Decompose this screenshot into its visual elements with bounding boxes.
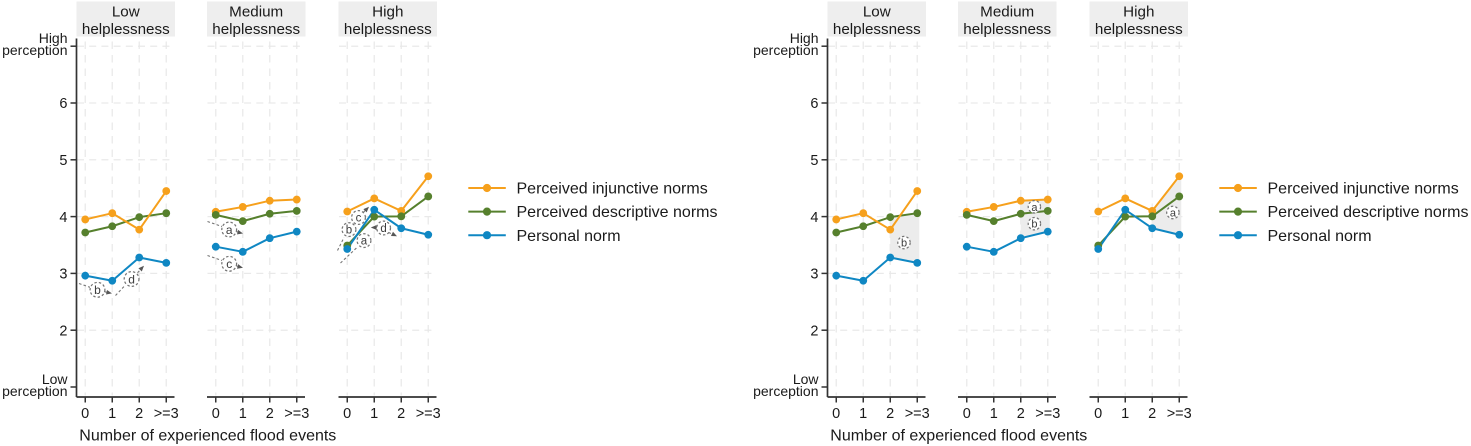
svg-text:High: High bbox=[1123, 4, 1154, 21]
svg-text:Medium: Medium bbox=[229, 4, 283, 21]
svg-text:>=3: >=3 bbox=[1035, 406, 1060, 422]
svg-text:Personal norm: Personal norm bbox=[1268, 228, 1372, 245]
svg-text:>=3: >=3 bbox=[416, 406, 441, 422]
svg-text:b: b bbox=[1031, 219, 1037, 231]
svg-text:Number of experienced flood ev: Number of experienced flood events bbox=[79, 427, 336, 444]
svg-text:2: 2 bbox=[1017, 406, 1025, 422]
svg-text:a: a bbox=[226, 223, 233, 237]
svg-text:Perceived descriptive norms: Perceived descriptive norms bbox=[517, 204, 718, 221]
svg-text:Perceived injunctive norms: Perceived injunctive norms bbox=[1268, 181, 1459, 198]
svg-text:0: 0 bbox=[343, 406, 351, 422]
svg-text:0: 0 bbox=[1094, 406, 1102, 422]
svg-text:helplessness: helplessness bbox=[212, 21, 300, 38]
svg-text:helplessness: helplessness bbox=[82, 21, 170, 38]
svg-text:Personal norm: Personal norm bbox=[517, 228, 621, 245]
svg-text:4: 4 bbox=[59, 210, 67, 226]
svg-text:1: 1 bbox=[370, 406, 378, 422]
svg-text:Low: Low bbox=[42, 371, 69, 387]
svg-text:Number of experienced flood ev: Number of experienced flood events bbox=[830, 427, 1087, 444]
svg-text:a: a bbox=[361, 236, 368, 248]
svg-text:5: 5 bbox=[59, 153, 67, 169]
svg-text:3: 3 bbox=[810, 267, 818, 283]
svg-text:0: 0 bbox=[963, 406, 971, 422]
svg-text:helplessness: helplessness bbox=[344, 21, 432, 38]
svg-text:helplessness: helplessness bbox=[1095, 21, 1183, 38]
svg-text:perception: perception bbox=[753, 42, 818, 58]
svg-text:d: d bbox=[128, 272, 135, 286]
svg-text:Perceived injunctive norms: Perceived injunctive norms bbox=[517, 181, 708, 198]
svg-text:perception: perception bbox=[2, 383, 67, 399]
svg-text:0: 0 bbox=[832, 406, 840, 422]
svg-text:High: High bbox=[372, 4, 403, 21]
svg-text:2: 2 bbox=[1148, 406, 1156, 422]
svg-text:0: 0 bbox=[81, 406, 89, 422]
svg-text:d: d bbox=[380, 223, 386, 235]
svg-text:perception: perception bbox=[753, 383, 818, 399]
svg-text:3: 3 bbox=[59, 267, 67, 283]
svg-text:perception: perception bbox=[2, 42, 67, 58]
svg-text:a: a bbox=[1031, 202, 1038, 214]
svg-text:a: a bbox=[1170, 208, 1177, 220]
svg-text:5: 5 bbox=[810, 153, 818, 169]
svg-text:Low: Low bbox=[793, 371, 820, 387]
svg-text:helplessness: helplessness bbox=[963, 21, 1051, 38]
svg-text:>=3: >=3 bbox=[1167, 406, 1192, 422]
svg-text:1: 1 bbox=[239, 406, 247, 422]
svg-text:2: 2 bbox=[135, 406, 143, 422]
svg-text:>=3: >=3 bbox=[284, 406, 309, 422]
svg-text:Low: Low bbox=[112, 4, 140, 21]
svg-text:Medium: Medium bbox=[980, 4, 1034, 21]
svg-text:2: 2 bbox=[266, 406, 274, 422]
svg-text:1: 1 bbox=[859, 406, 867, 422]
svg-text:b: b bbox=[94, 283, 101, 297]
svg-text:helplessness: helplessness bbox=[833, 21, 921, 38]
svg-text:6: 6 bbox=[59, 96, 67, 112]
svg-text:2: 2 bbox=[886, 406, 894, 422]
svg-text:2: 2 bbox=[810, 323, 818, 339]
svg-text:1: 1 bbox=[108, 406, 116, 422]
svg-text:b: b bbox=[901, 238, 907, 250]
svg-text:1: 1 bbox=[1121, 406, 1129, 422]
svg-text:>=3: >=3 bbox=[154, 406, 179, 422]
svg-text:0: 0 bbox=[212, 406, 220, 422]
svg-text:High: High bbox=[790, 30, 819, 46]
svg-text:c: c bbox=[226, 257, 232, 271]
svg-text:Perceived descriptive norms: Perceived descriptive norms bbox=[1268, 204, 1469, 221]
svg-text:4: 4 bbox=[810, 210, 818, 226]
svg-text:c: c bbox=[356, 213, 362, 225]
svg-text:6: 6 bbox=[810, 96, 818, 112]
svg-text:Low: Low bbox=[863, 4, 891, 21]
svg-text:1: 1 bbox=[990, 406, 998, 422]
svg-text:b: b bbox=[346, 225, 352, 237]
svg-text:2: 2 bbox=[397, 406, 405, 422]
svg-text:2: 2 bbox=[59, 323, 67, 339]
svg-text:>=3: >=3 bbox=[905, 406, 930, 422]
svg-text:High: High bbox=[39, 30, 68, 46]
